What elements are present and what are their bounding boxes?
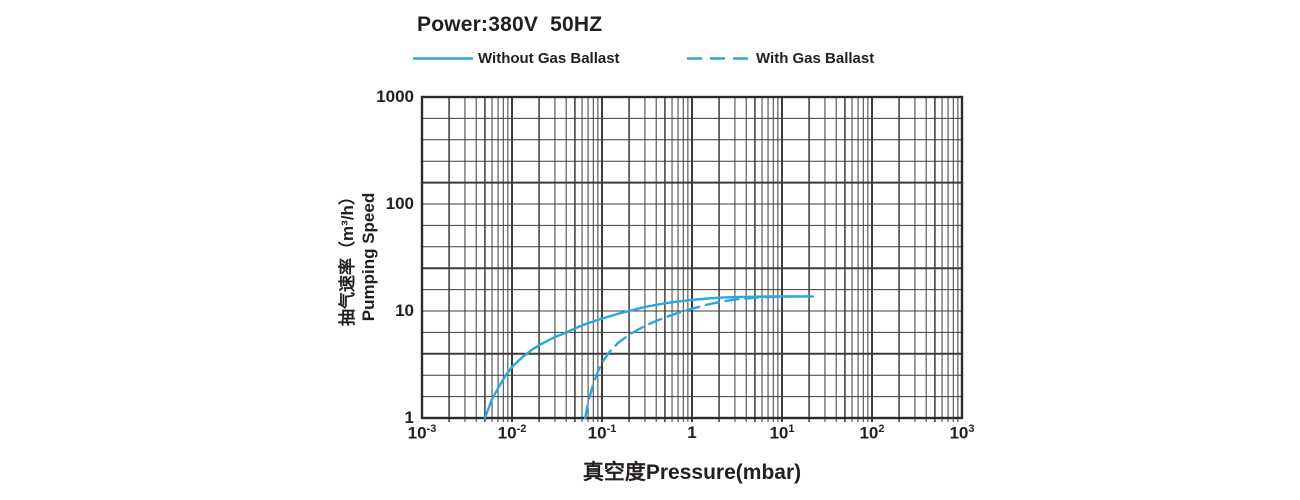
x-tick-label: 10-1	[587, 423, 617, 443]
chart-title: Power:380V 50HZ	[417, 13, 603, 36]
legend-label-without-gas-ballast: Without Gas Ballast	[478, 50, 620, 67]
plot-border	[420, 95, 964, 420]
x-tick-label: 10-3	[407, 423, 437, 443]
y-tick-label: 10	[395, 301, 414, 320]
y-tick-label: 1000	[376, 87, 414, 106]
curve-without-gas-ballast	[483, 295, 811, 420]
x-tick-label: 101	[769, 423, 795, 443]
y-tick-label: 100	[385, 194, 414, 213]
curve-with-gas-ballast	[584, 295, 814, 420]
legend-line-solid-icon	[413, 57, 473, 60]
x-tick-label: 103	[949, 423, 975, 443]
legend-label-with-gas-ballast: With Gas Ballast	[756, 50, 875, 67]
x-tick-label: 10-2	[497, 423, 527, 443]
x-axis-title: 真空度Pressure(mbar)	[582, 461, 802, 484]
legend-line-dashed-icon	[687, 57, 749, 60]
x-tick-label: 1	[687, 423, 697, 442]
y-tick-label: 1	[404, 408, 414, 427]
x-tick-label: 102	[859, 423, 885, 443]
